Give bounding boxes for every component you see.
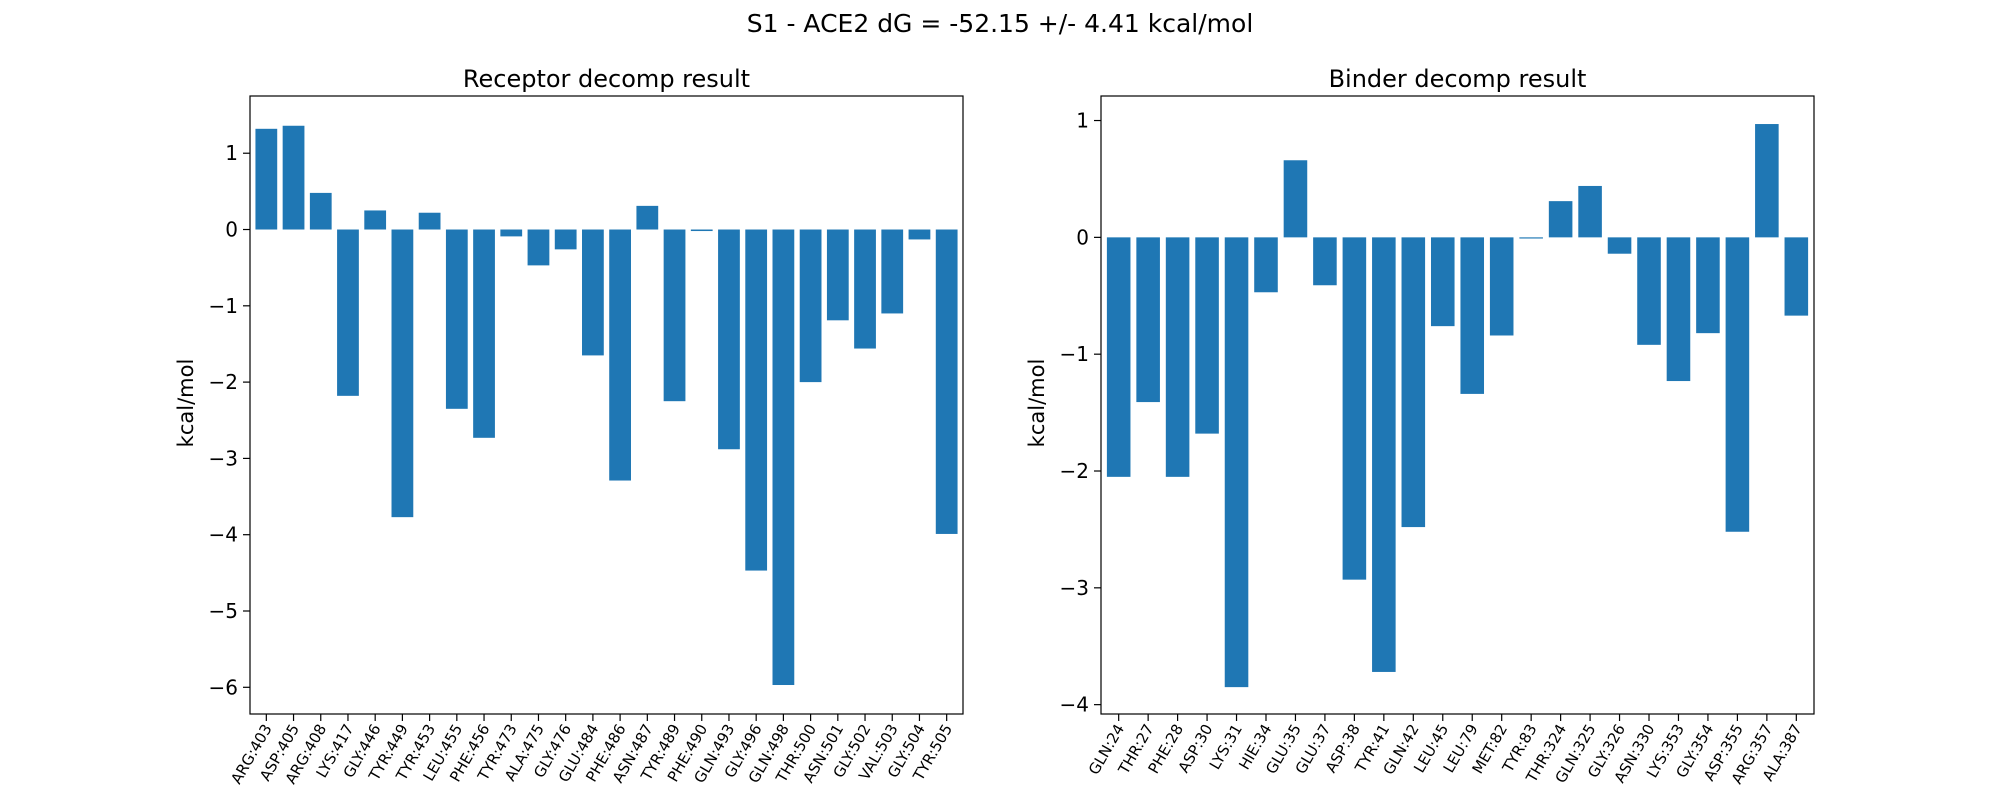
bar-asp-38 [1342, 237, 1367, 580]
bar-arg-408 [309, 192, 332, 230]
bar-tyr-41 [1372, 237, 1396, 672]
chart-title: Binder decomp result [1329, 65, 1587, 93]
y-tick-label: −4 [1060, 693, 1089, 717]
bar-lys-31 [1224, 237, 1249, 688]
bar-glu-484 [582, 229, 604, 356]
bar-lys-353 [1666, 237, 1691, 382]
bar-arg-403 [255, 128, 278, 230]
y-tick-label: −4 [209, 523, 238, 547]
bar-gly-476 [554, 229, 577, 250]
bar-thr-27 [1136, 237, 1160, 403]
bar-tyr-449 [391, 229, 414, 518]
bar-gln-493 [718, 229, 740, 450]
bar-hie-34 [1254, 237, 1278, 293]
y-tick-label: −2 [1060, 459, 1089, 483]
bar-tyr-453 [418, 212, 441, 230]
bar-phe-486 [609, 229, 631, 481]
bar-leu-45 [1430, 237, 1455, 327]
bar-asp-355 [1725, 237, 1750, 532]
bar-gln-498 [772, 229, 795, 686]
bar-phe-28 [1165, 237, 1190, 477]
bar-gln-24 [1106, 237, 1131, 477]
figure-suptitle: S1 - ACE2 dG = -52.15 +/- 4.41 kcal/mol [746, 9, 1254, 38]
bar-phe-456 [473, 229, 495, 438]
y-tick-label: 1 [1076, 109, 1089, 133]
bar-arg-357 [1755, 124, 1779, 238]
bar-tyr-83 [1519, 237, 1543, 239]
bar-asp-30 [1195, 237, 1219, 434]
bar-gln-325 [1578, 185, 1602, 238]
bar-ala-387 [1784, 237, 1809, 316]
y-tick-label: −3 [1060, 576, 1089, 600]
bar-tyr-473 [500, 229, 523, 237]
bar-gly-502 [854, 229, 876, 349]
bar-val-503 [881, 229, 904, 314]
bar-phe-490 [690, 229, 713, 232]
bar-asn-487 [636, 205, 659, 230]
chart-title: Receptor decomp result [463, 65, 750, 93]
y-tick-label: −1 [209, 294, 238, 318]
bar-glu-35 [1283, 160, 1308, 238]
bar-asp-405 [282, 125, 305, 230]
bar-tyr-489 [663, 229, 686, 402]
y-tick-label: −5 [209, 599, 238, 623]
bar-gly-354 [1696, 237, 1720, 334]
y-tick-label: 0 [225, 218, 238, 242]
bar-asn-501 [826, 229, 849, 321]
bar-asn-330 [1637, 237, 1661, 345]
bar-thr-324 [1548, 201, 1573, 238]
bar-leu-455 [445, 229, 468, 409]
bar-tyr-505 [935, 229, 958, 534]
y-axis-label: kcal/mol [1025, 359, 1049, 448]
bar-gly-326 [1607, 237, 1632, 254]
bar-met-82 [1489, 237, 1514, 336]
y-tick-label: −3 [209, 446, 238, 470]
bar-leu-79 [1460, 237, 1485, 394]
bar-gly-504 [908, 229, 931, 240]
bar-ala-475 [527, 229, 550, 266]
y-tick-label: −2 [209, 370, 238, 394]
y-tick-label: 0 [1076, 225, 1089, 249]
plot-frame [1100, 95, 1815, 715]
bar-gly-446 [364, 210, 387, 230]
y-tick-label: 1 [225, 141, 238, 165]
plot-frame [249, 95, 964, 715]
y-tick-label: −1 [1060, 342, 1089, 366]
bar-lys-417 [337, 229, 359, 396]
bar-thr-500 [799, 229, 822, 383]
y-axis-label: kcal/mol [174, 359, 198, 448]
bar-gln-42 [1401, 237, 1426, 528]
y-tick-label: −6 [209, 675, 238, 699]
bar-gly-496 [745, 229, 768, 571]
bar-glu-37 [1313, 237, 1337, 286]
